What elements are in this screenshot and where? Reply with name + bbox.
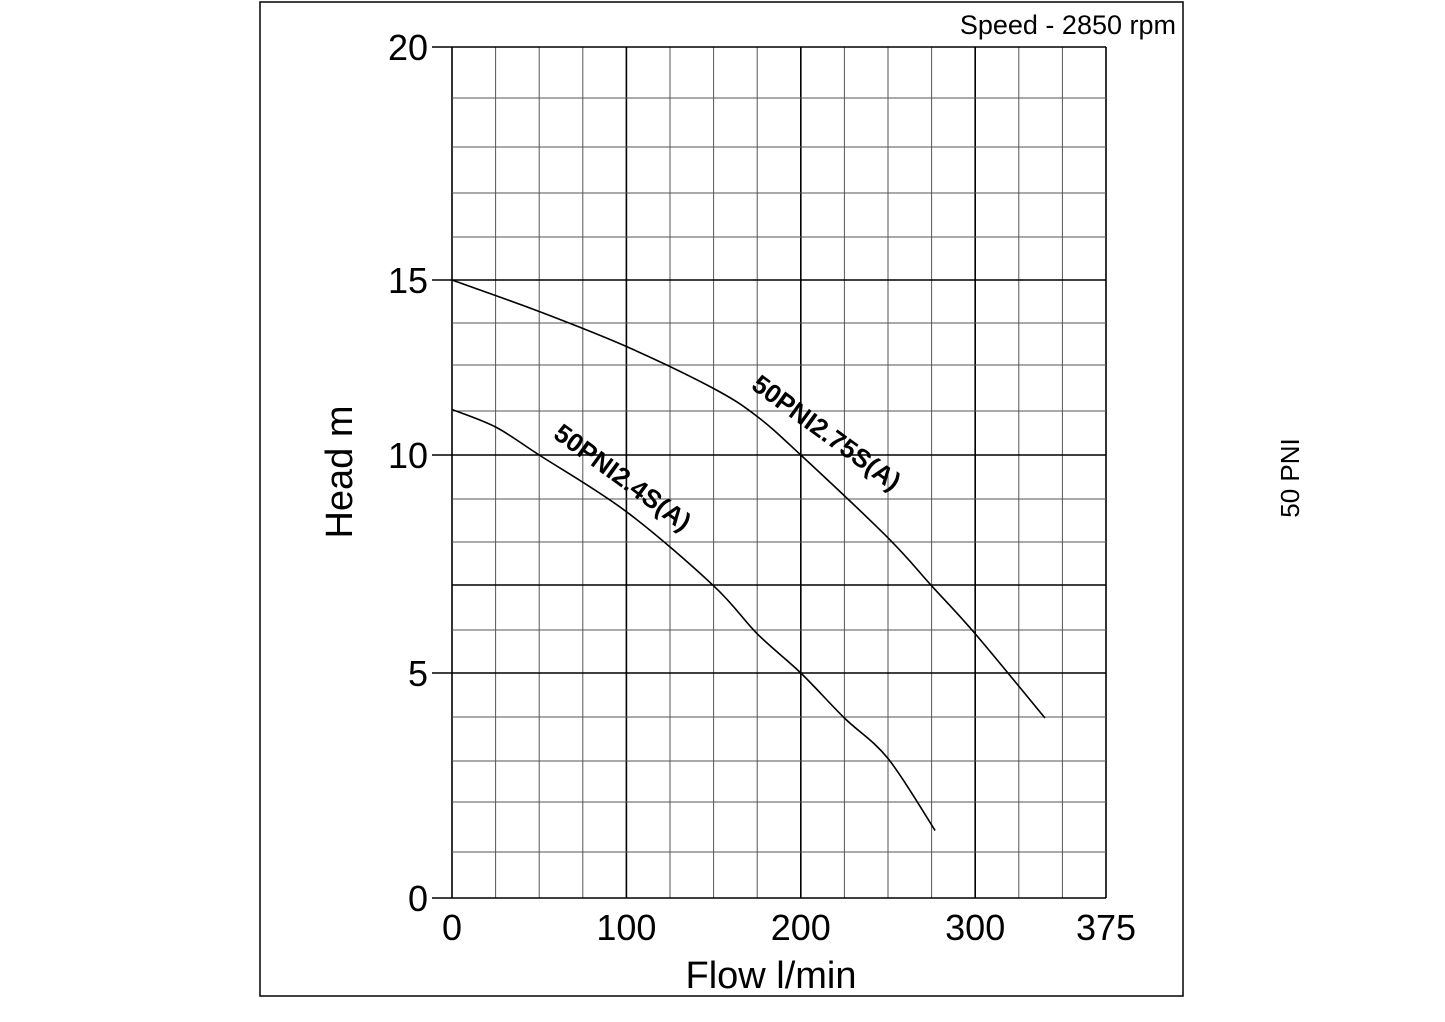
y-tick-label: 10 [388, 435, 428, 476]
x-tick-label: 300 [945, 907, 1005, 948]
y-tick-label: 20 [388, 27, 428, 68]
x-tick-label: 0 [442, 907, 462, 948]
x-axis-label: Flow l/min [685, 955, 856, 997]
grid [432, 46, 1107, 899]
speed-annotation: Speed - 2850 rpm [960, 10, 1176, 40]
x-tick-label: 100 [596, 907, 656, 948]
curves [451, 279, 1046, 831]
x-tick-label: 375 [1076, 907, 1136, 948]
y-axis-label: Head m [319, 405, 361, 538]
side-label: 50 PNI [1275, 438, 1305, 518]
series-line-50pni2-75s [451, 279, 1046, 719]
y-tick-label: 5 [408, 653, 428, 694]
series-line-50pni2-4s [451, 408, 936, 831]
tick-labels: 0 100 200 300 375 0 5 10 15 20 [388, 27, 1136, 948]
chart-frame [259, 1, 1184, 997]
series-label-2-4: 50PNI2.4S(A) [548, 418, 697, 537]
x-tick-label: 200 [771, 907, 831, 948]
y-tick-label: 0 [408, 878, 428, 919]
series-label-2-75: 50PNI2.75S(A) [746, 369, 906, 497]
y-tick-label: 15 [388, 260, 428, 301]
